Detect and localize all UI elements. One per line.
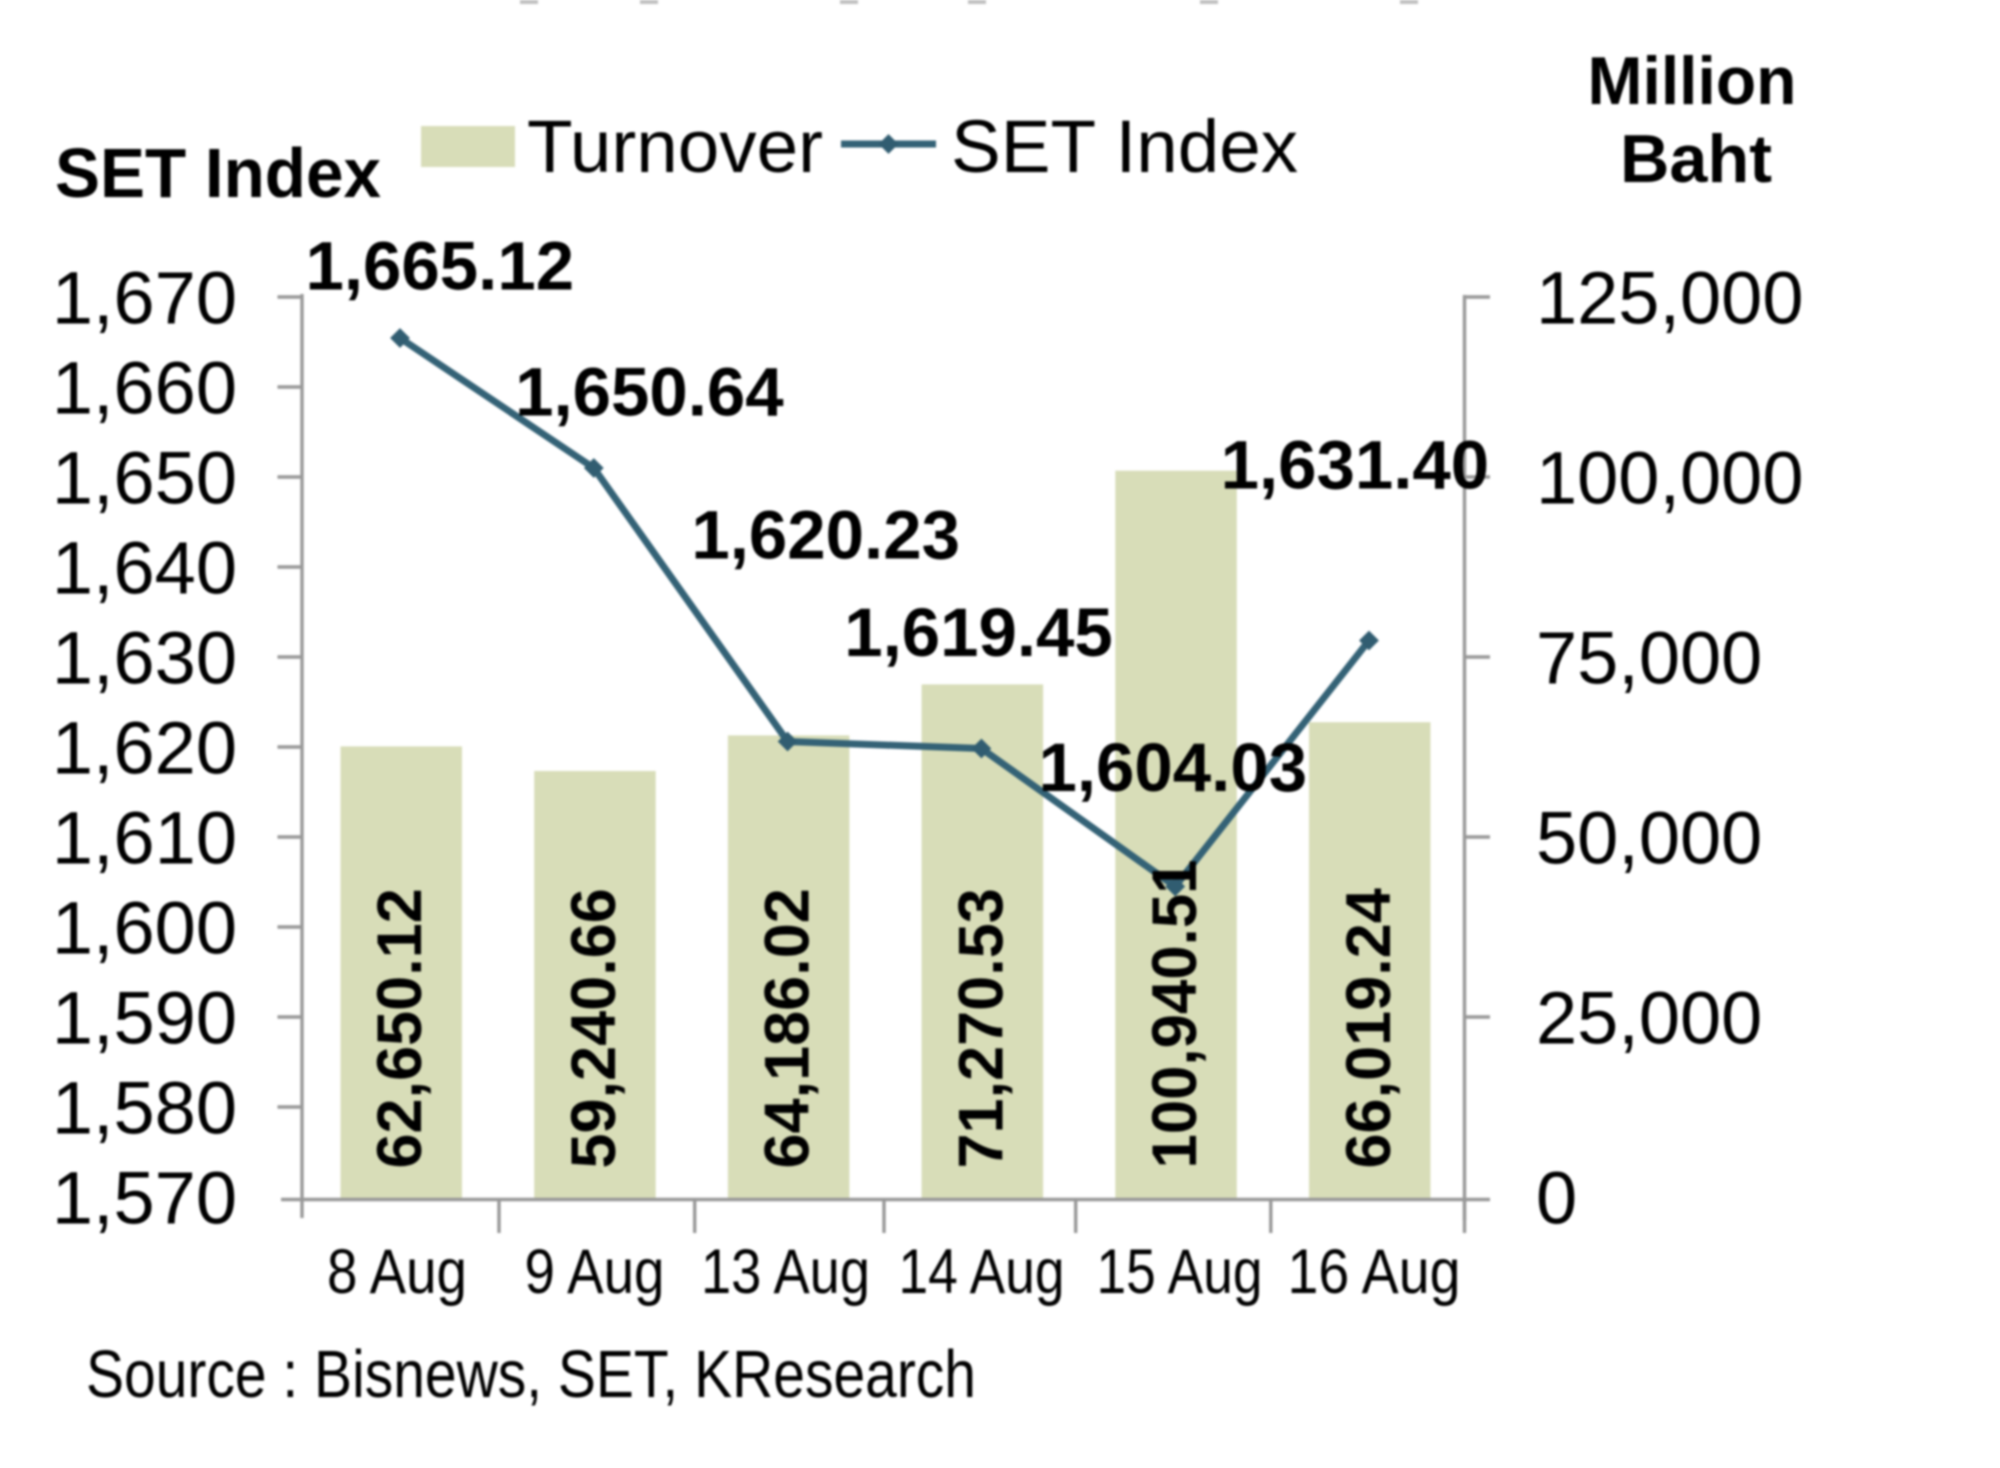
svg-text:64,186.02: 64,186.02	[753, 888, 823, 1168]
svg-text:1,604.03: 1,604.03	[1039, 729, 1308, 806]
svg-text:66,019.24: 66,019.24	[1334, 888, 1404, 1168]
svg-text:1,650.64: 1,650.64	[515, 354, 784, 431]
svg-text:1,600: 1,600	[52, 887, 237, 970]
svg-text:1,631.40: 1,631.40	[1221, 426, 1490, 503]
svg-text:8 Aug: 8 Aug	[327, 1237, 467, 1307]
svg-text:15 Aug: 15 Aug	[1097, 1237, 1263, 1307]
svg-text:1,570: 1,570	[52, 1157, 237, 1240]
svg-text:1,630: 1,630	[52, 617, 237, 700]
svg-text:1,590: 1,590	[52, 977, 237, 1060]
svg-text:50,000: 50,000	[1536, 797, 1762, 880]
svg-text:1,580: 1,580	[52, 1067, 237, 1150]
svg-text:71,270.53: 71,270.53	[946, 888, 1016, 1168]
svg-text:62,650.12: 62,650.12	[365, 888, 435, 1168]
svg-text:13 Aug: 13 Aug	[701, 1237, 870, 1307]
svg-text:1,620.23: 1,620.23	[691, 496, 960, 573]
svg-text:1,610: 1,610	[52, 797, 237, 880]
svg-text:1,670: 1,670	[52, 257, 237, 340]
svg-text:SET Index: SET Index	[55, 134, 381, 212]
svg-text:Source : Bisnews, SET, KResear: Source : Bisnews, SET, KResearch	[86, 1337, 976, 1412]
svg-text:59,240.66: 59,240.66	[559, 888, 629, 1168]
svg-text:9 Aug: 9 Aug	[525, 1237, 665, 1307]
svg-text:16 Aug: 16 Aug	[1288, 1237, 1461, 1307]
svg-text:1,660: 1,660	[52, 347, 237, 430]
svg-text:Million: Million	[1588, 43, 1797, 119]
svg-text:100,000: 100,000	[1536, 437, 1804, 520]
svg-text:1,650: 1,650	[52, 437, 237, 520]
svg-text:Turnover: Turnover	[527, 105, 823, 188]
svg-text:1,620: 1,620	[52, 707, 237, 790]
svg-text:1,640: 1,640	[52, 527, 237, 610]
svg-text:SET Index: SET Index	[951, 105, 1298, 188]
svg-text:Baht: Baht	[1620, 121, 1772, 197]
svg-text:125,000: 125,000	[1536, 257, 1804, 340]
svg-text:0: 0	[1536, 1157, 1577, 1240]
svg-text:25,000: 25,000	[1536, 977, 1762, 1060]
svg-text:100,940.51: 100,940.51	[1140, 860, 1210, 1169]
svg-text:1,619.45: 1,619.45	[844, 594, 1113, 671]
svg-text:1,665.12: 1,665.12	[306, 228, 575, 305]
svg-text:14 Aug: 14 Aug	[899, 1237, 1065, 1307]
svg-text:75,000: 75,000	[1536, 617, 1762, 700]
